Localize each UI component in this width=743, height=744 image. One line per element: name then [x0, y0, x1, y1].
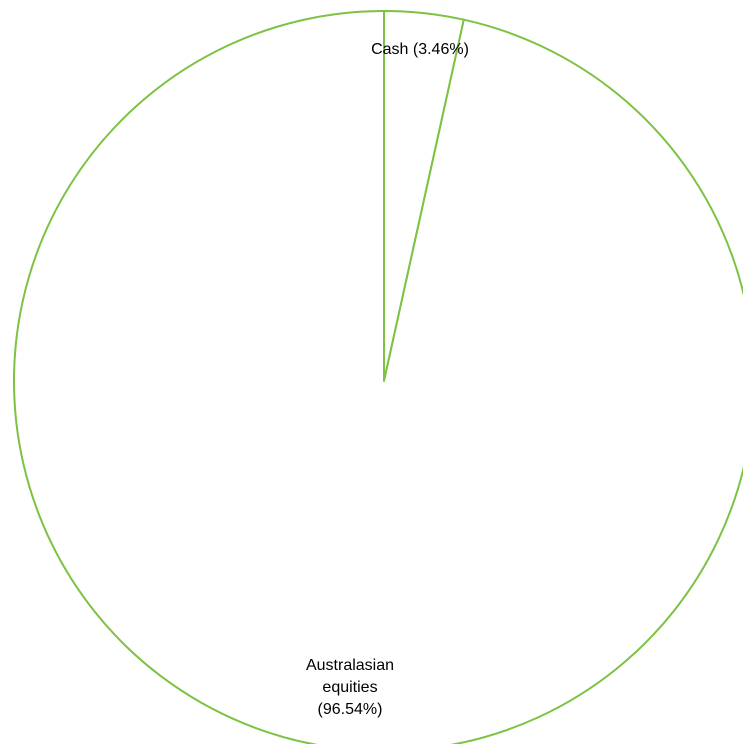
- pie-label-line: equities: [322, 679, 377, 696]
- pie-label-cash: Cash (3.46%): [371, 41, 469, 58]
- pie-labels: Cash (3.46%) Australasian equities (96.54%): [306, 41, 469, 718]
- pie-slices: [13, 10, 743, 744]
- pie-slice-australasian-equities: [13, 10, 743, 744]
- pie-label-line: (96.54%): [318, 701, 383, 718]
- pie-label-line: Australasian: [306, 657, 394, 674]
- pie-label-line: Cash (3.46%): [371, 41, 469, 58]
- pie-label-australasian-equities: Australasian equities (96.54%): [306, 657, 394, 718]
